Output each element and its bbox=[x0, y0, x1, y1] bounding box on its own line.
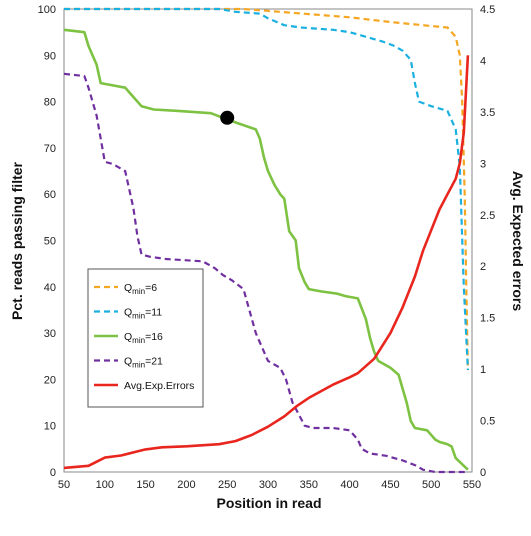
right-tick-label: 4 bbox=[480, 55, 486, 67]
left-tick-label: 40 bbox=[44, 282, 56, 294]
left-tick-label: 20 bbox=[44, 374, 56, 386]
right-tick-label: 1 bbox=[480, 364, 486, 376]
series-line-qmin6 bbox=[64, 7, 469, 371]
x-tick-label: 100 bbox=[96, 479, 114, 491]
right-tick-label: 2.5 bbox=[480, 210, 495, 222]
right-tick-label: 3 bbox=[480, 158, 486, 170]
legend-label: Avg.Exp.Errors bbox=[124, 380, 194, 392]
x-tick-label: 450 bbox=[381, 479, 399, 491]
x-axis-title: Position in read bbox=[216, 495, 321, 511]
x-tick-label: 350 bbox=[300, 479, 318, 491]
left-tick-label: 100 bbox=[38, 4, 56, 16]
x-tick-label: 150 bbox=[136, 479, 154, 491]
right-axis-title: Avg. Expected errors bbox=[510, 171, 526, 312]
x-tick-label: 550 bbox=[463, 479, 481, 491]
legend-label: Qmin=16 bbox=[124, 331, 163, 345]
x-tick-label: 50 bbox=[58, 479, 70, 491]
x-tick-label: 250 bbox=[218, 479, 236, 491]
left-tick-label: 10 bbox=[44, 421, 56, 433]
right-tick-label: 0.5 bbox=[480, 416, 495, 428]
series-line-avg-exp-errors bbox=[63, 55, 470, 470]
left-tick-label: 90 bbox=[44, 50, 56, 62]
legend-label: Qmin=21 bbox=[124, 356, 163, 370]
legend-label: Qmin=11 bbox=[124, 307, 162, 321]
right-tick-label: 4.5 bbox=[480, 4, 495, 16]
right-tick-label: 1.5 bbox=[480, 313, 495, 325]
x-axis-ticks: 50 100 150 200 250 300 350 400 450 500 550 bbox=[58, 479, 481, 491]
legend: Qmin=6 Qmin=11 Qmin=16 Qmin=21 Avg.Exp.Error… bbox=[87, 268, 204, 408]
highlight-marker bbox=[220, 110, 235, 125]
right-tick-label: 3.5 bbox=[480, 107, 495, 119]
series-line-qmin21 bbox=[63, 72, 468, 474]
right-axis-ticks: 0 0.5 1 1.5 2 2.5 3 3.5 4 4.5 bbox=[480, 4, 495, 479]
left-tick-label: 80 bbox=[44, 97, 56, 109]
x-tick-label: 500 bbox=[422, 479, 440, 491]
x-tick-label: 400 bbox=[340, 479, 358, 491]
left-tick-label: 0 bbox=[50, 467, 56, 479]
x-tick-label: 300 bbox=[259, 479, 277, 491]
left-axis-title: Pct. reads passing filter bbox=[9, 161, 25, 319]
series-line-qmin11 bbox=[64, 7, 469, 371]
right-tick-label: 2 bbox=[480, 261, 486, 273]
left-axis-ticks: 0 10 20 30 40 50 60 70 80 90 100 bbox=[38, 4, 56, 479]
x-tick-label: 200 bbox=[177, 479, 195, 491]
left-tick-label: 50 bbox=[44, 236, 56, 248]
series-line-qmin16 bbox=[63, 28, 469, 471]
left-tick-label: 30 bbox=[44, 328, 56, 340]
right-tick-label: 0 bbox=[480, 467, 486, 479]
series-layer bbox=[63, 7, 470, 474]
left-tick-label: 60 bbox=[44, 189, 56, 201]
left-tick-label: 70 bbox=[44, 143, 56, 155]
legend-label: Qmin=6 bbox=[124, 282, 157, 296]
